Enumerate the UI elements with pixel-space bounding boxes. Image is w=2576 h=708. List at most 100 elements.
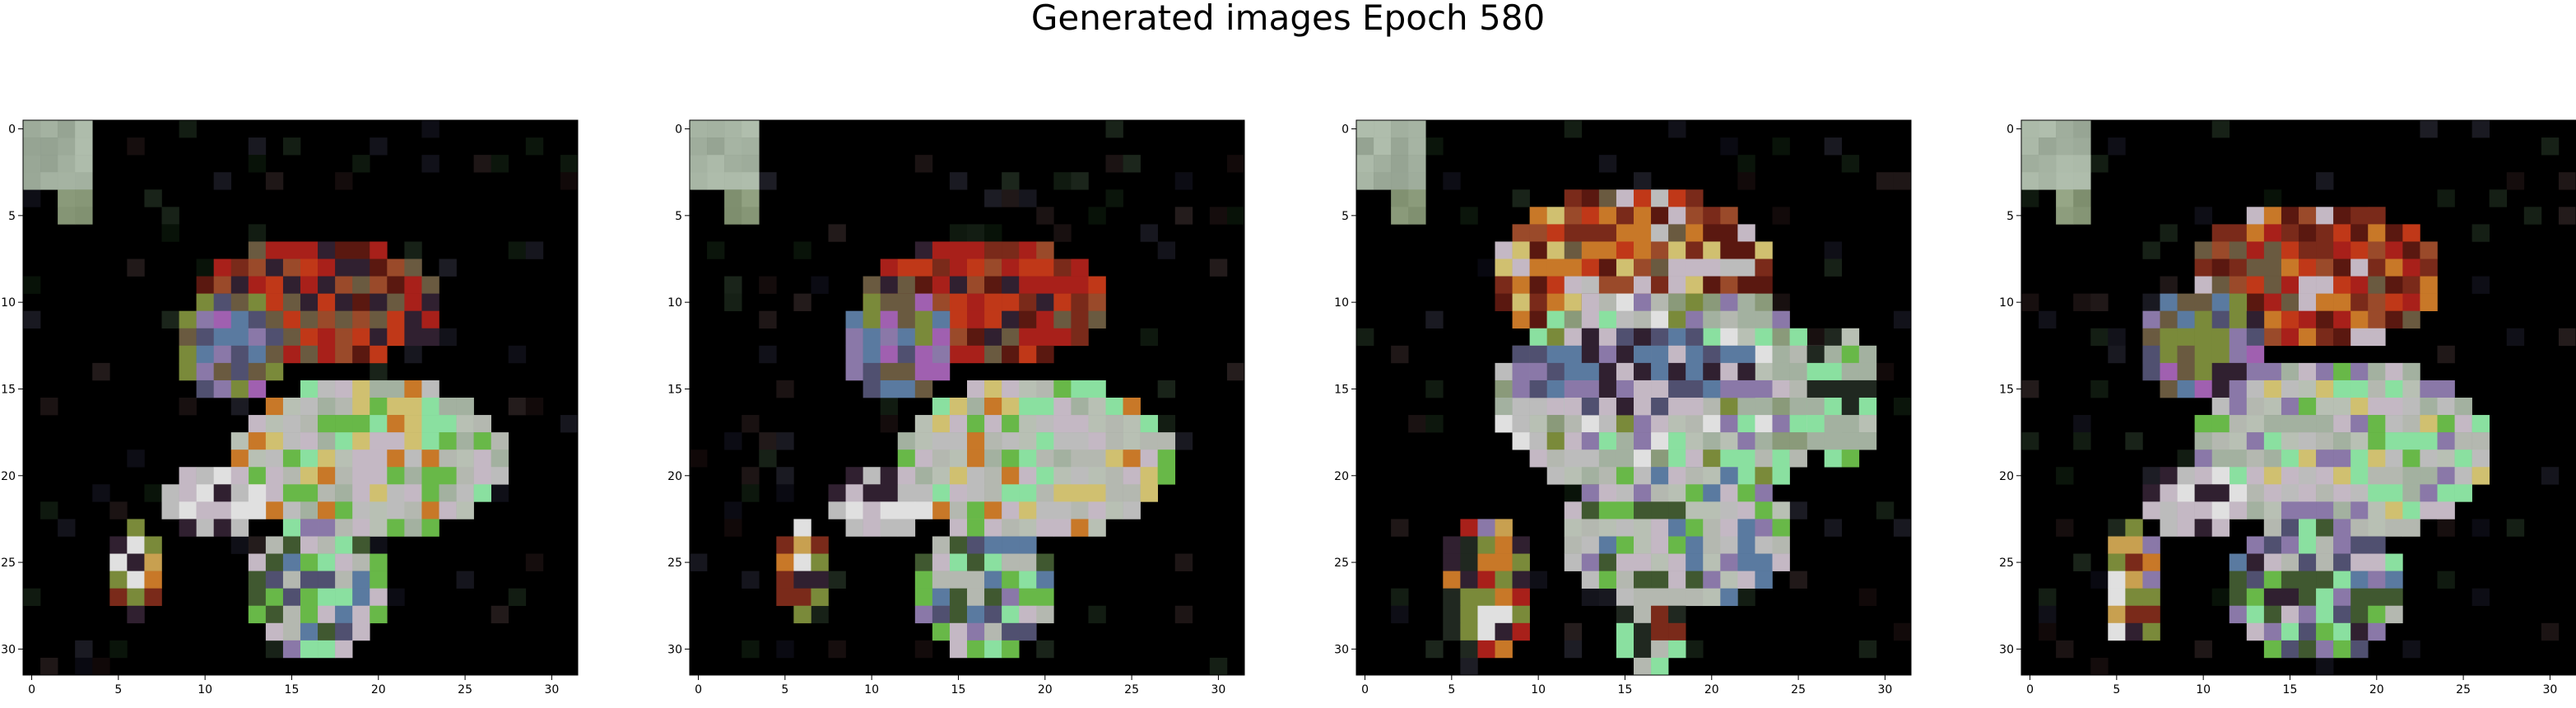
pixel-cell — [707, 241, 725, 259]
pixel-cell — [984, 467, 1002, 485]
pixel-cell — [1512, 432, 1530, 450]
pixel-cell — [300, 328, 319, 347]
pixel-cell — [2142, 310, 2160, 329]
pixel-cell — [2558, 328, 2576, 347]
pixel-cell — [1755, 328, 1773, 347]
pixel-cell — [387, 259, 405, 277]
pixel-cell — [75, 657, 93, 676]
pixel-cell — [724, 172, 742, 190]
pixel-cell — [1651, 467, 1669, 485]
pixel-cell — [1772, 415, 1790, 433]
pixel-cell — [1616, 432, 1634, 450]
pixel-cell — [2299, 501, 2317, 519]
pixel-cell — [1651, 310, 1669, 329]
pixel-cell — [1824, 345, 1843, 364]
pixel-cell — [404, 484, 422, 502]
pixel-cell — [880, 467, 899, 485]
pixel-cell — [2229, 449, 2248, 468]
pixel-cell — [2194, 380, 2212, 398]
pixel-cell — [880, 328, 899, 347]
pixel-cell — [1477, 536, 1495, 554]
pixel-cell — [1088, 398, 1106, 416]
pixel-cell — [2142, 328, 2160, 347]
pixel-cell — [23, 137, 41, 156]
pixel-cell — [1019, 605, 1037, 624]
pixel-cell — [335, 328, 353, 347]
pixel-cell — [1668, 362, 1686, 381]
pixel-cell — [404, 241, 422, 259]
pixel-cell — [1564, 398, 1583, 416]
pixel-cell — [1686, 345, 1704, 364]
pixel-cell — [2333, 380, 2351, 398]
pixel-cell — [109, 640, 128, 659]
pixel-cell — [2350, 588, 2369, 607]
pixel-cell — [439, 259, 457, 277]
pixel-cell — [2090, 571, 2109, 589]
pixel-cell — [248, 155, 267, 173]
pixel-cell — [2402, 484, 2420, 502]
pixel-cell — [949, 328, 968, 347]
x-tick: 30 — [1877, 675, 1892, 696]
pixel-cell — [1668, 467, 1686, 485]
pixel-cell — [1002, 605, 1020, 624]
pixel-cell — [897, 328, 916, 347]
pixel-cell — [1053, 224, 1072, 242]
pixel-cell — [1036, 449, 1054, 468]
pixel-cell — [1460, 657, 1478, 676]
pixel-cell — [370, 259, 388, 277]
pixel-cell — [421, 293, 439, 311]
pixel-cell — [1720, 362, 1738, 381]
pixel-cell — [914, 415, 933, 433]
pixel-cell — [1019, 293, 1037, 311]
x-tick-label: 0 — [1361, 683, 1369, 696]
pixel-cell — [1036, 501, 1054, 519]
pixel-cell — [404, 449, 422, 468]
pixel-cell — [1737, 293, 1755, 311]
pixel-cell — [1634, 449, 1652, 468]
pixel-cell — [2281, 328, 2299, 347]
x-tick-label: 0 — [695, 683, 702, 696]
pixel-cell — [914, 310, 933, 329]
pixel-cell — [1071, 380, 1089, 398]
x-tick-label: 0 — [2026, 683, 2034, 696]
pixel-cell — [1546, 432, 1565, 450]
pixel-cell — [1002, 449, 1020, 468]
pixel-cell — [1720, 137, 1738, 156]
pixel-cell — [2316, 640, 2334, 659]
pixel-cell — [2471, 588, 2490, 607]
pixel-cell — [759, 276, 777, 294]
pixel-cell — [967, 449, 985, 468]
pixel-cell — [23, 588, 41, 607]
pixel-cell — [265, 571, 284, 589]
pixel-cell — [40, 137, 58, 156]
pixel-cell — [1019, 328, 1037, 347]
pixel-cell — [2368, 224, 2386, 242]
pixel-cell — [2316, 398, 2334, 416]
pixel-cell — [2263, 224, 2282, 242]
pixel-cell — [2039, 172, 2057, 190]
pixel-cell — [1140, 432, 1158, 450]
pixel-cell — [2160, 276, 2178, 294]
pixel-cell — [127, 536, 145, 554]
pixel-cell — [352, 622, 370, 641]
y-tick: 5 — [675, 210, 690, 223]
pixel-cell — [2420, 293, 2438, 311]
pixel-cell — [2281, 553, 2299, 571]
pixel-cell — [1841, 328, 1860, 347]
pixel-cell — [1002, 501, 1020, 519]
pixel-cell — [2194, 415, 2212, 433]
pixel-cell — [404, 519, 422, 537]
pixel-cell — [230, 362, 249, 381]
pixel-cell — [828, 484, 846, 502]
pixel-cell — [2142, 536, 2160, 554]
pixel-cell — [491, 449, 509, 468]
pixel-cell — [914, 588, 933, 607]
y-tick-label: 25 — [667, 557, 682, 570]
pixel-cell — [1564, 380, 1583, 398]
pixel-cell — [967, 241, 985, 259]
pixel-cell — [1789, 345, 1807, 364]
pixel-cell — [1581, 328, 1600, 347]
pixel-cell — [230, 484, 249, 502]
pixel-cell — [1391, 137, 1409, 156]
pixel-cell — [811, 553, 829, 571]
